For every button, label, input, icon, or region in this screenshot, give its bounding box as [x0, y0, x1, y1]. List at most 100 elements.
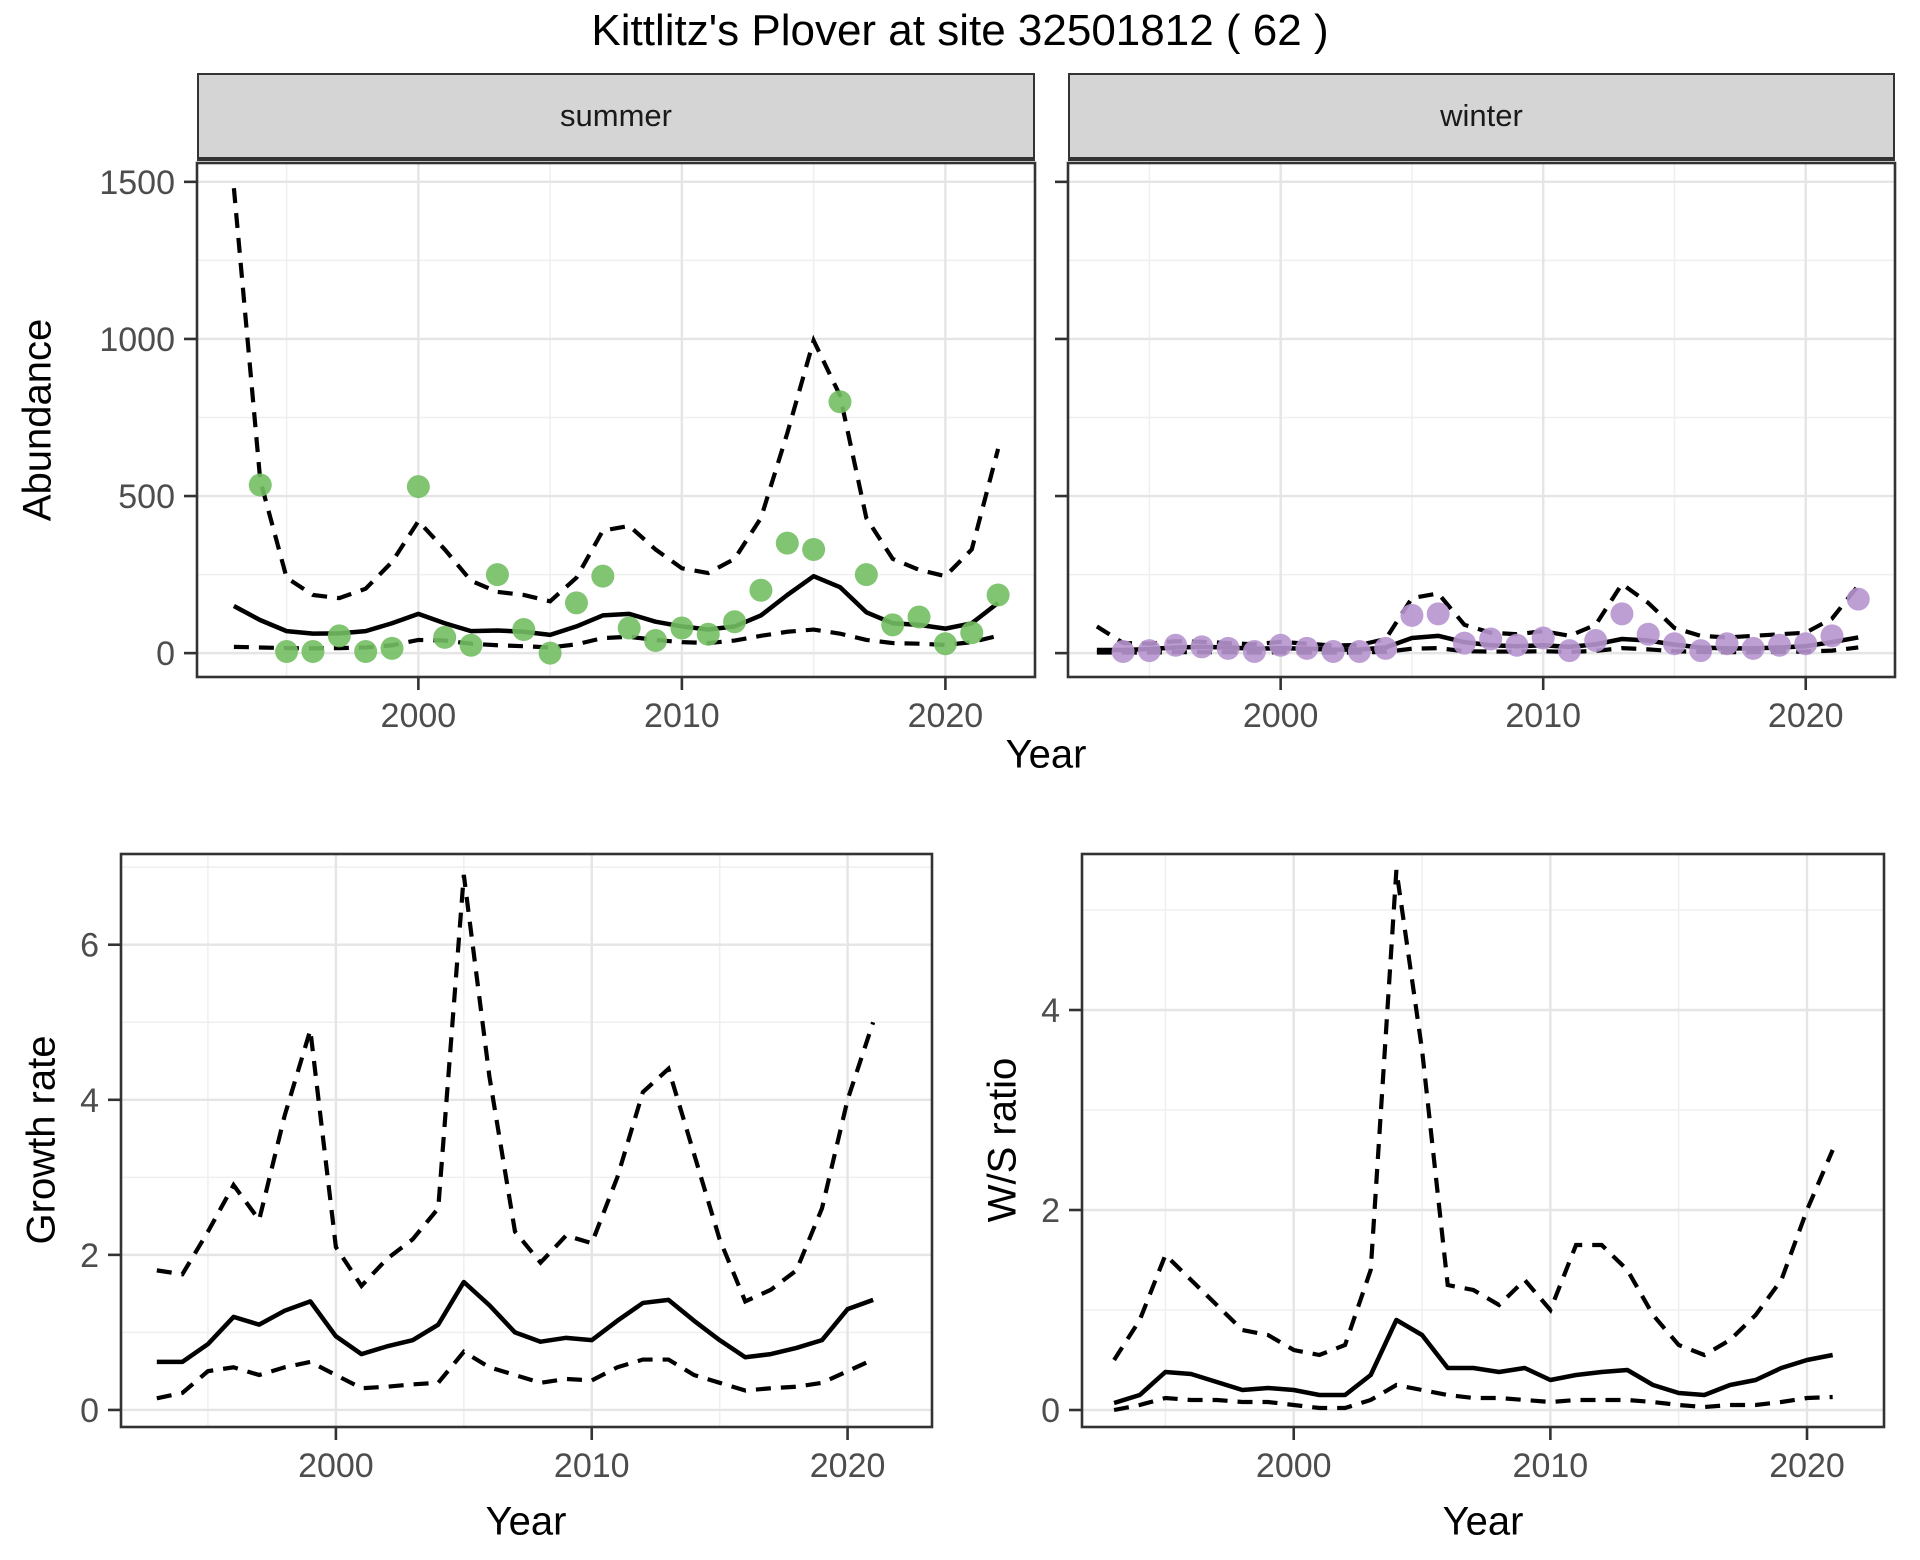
x-tick-label: 2010 [644, 697, 720, 735]
panel-border [1066, 161, 1897, 679]
data-point [1295, 636, 1319, 660]
data-point [512, 618, 536, 642]
ci-upper-line [1112, 869, 1835, 1362]
x-tick-label: 2020 [810, 1447, 886, 1485]
mean-line [156, 1279, 874, 1365]
x-axis-title-year-growth: Year [485, 1499, 567, 1544]
data-point [1242, 640, 1266, 664]
data-point [960, 621, 984, 645]
panel-border [195, 161, 1037, 679]
data-point [538, 641, 562, 665]
y-tick-label: 6 [80, 927, 99, 965]
x-tick-label: 2000 [1256, 1447, 1332, 1485]
data-point [723, 610, 747, 634]
ci-upper-line [156, 874, 876, 1305]
data-point [907, 605, 931, 629]
abundance-winter-panel: 2000 2010 2020 [1055, 161, 1897, 735]
data-point [591, 564, 615, 588]
data-point [433, 625, 457, 649]
data-point [986, 583, 1010, 607]
data-point [881, 613, 905, 637]
data-point [1321, 640, 1345, 664]
y-tick-label: 2 [80, 1237, 99, 1275]
data-point [1216, 636, 1240, 660]
data-point [275, 640, 299, 664]
panel-background [121, 854, 932, 1427]
data-point [1846, 587, 1870, 611]
y-axis-title-growth-rate: Growth rate [19, 1035, 64, 1245]
panel-background [197, 163, 1035, 677]
data-point [380, 636, 404, 660]
data-point [301, 640, 325, 664]
data-point [1767, 633, 1791, 657]
panel-border [119, 852, 934, 1429]
ci-upper-line [231, 187, 1001, 604]
y-axis-title-abundance: Abundance [15, 318, 60, 522]
page-title: Kittlitz's Plover at site 32501812 ( 62 … [591, 6, 1329, 55]
data-point [1584, 629, 1608, 653]
data-point [1636, 622, 1660, 646]
facet-strip-winter: winter [1068, 73, 1895, 161]
data-point [1557, 639, 1581, 663]
data-point [1111, 640, 1135, 664]
data-point [933, 632, 957, 656]
data-point [1505, 633, 1529, 657]
x-tick-label: 2000 [298, 1447, 374, 1485]
ws-ratio-panel: 2000 2010 2020 0 2 4 [1041, 852, 1886, 1485]
grid-lines [121, 854, 932, 1427]
mean-line [232, 573, 1000, 638]
data-point [564, 591, 588, 615]
data-point [1531, 626, 1555, 650]
data-point [802, 537, 826, 561]
panel-background [1068, 163, 1895, 677]
y-tick-label: 4 [80, 1082, 99, 1120]
data-point [1190, 635, 1214, 659]
data-point [1741, 636, 1765, 660]
x-tick-label: 2020 [908, 697, 984, 735]
x-axis-title-year-top: Year [1005, 732, 1087, 777]
facet-strip-summer: summer [197, 73, 1035, 161]
data-point [1347, 640, 1371, 664]
data-point [670, 616, 694, 640]
y-tick-label: 4 [1041, 992, 1060, 1030]
data-point [854, 563, 878, 587]
grid-lines [197, 163, 1035, 677]
data-point [248, 473, 272, 497]
x-tick-label: 2000 [1243, 697, 1319, 735]
data-point [485, 563, 509, 587]
abundance-summer-panel: 2000 2010 2020 0 500 1000 1500 [99, 161, 1037, 735]
data-point [617, 616, 641, 640]
data-point [406, 475, 430, 499]
panel-border [1080, 852, 1886, 1429]
panel-background [1082, 854, 1884, 1427]
axis-ticks: 2000 2010 2020 0 2 4 6 [80, 927, 885, 1485]
mean-line [1113, 1317, 1834, 1406]
data-point [1164, 633, 1188, 657]
data-point [1400, 603, 1424, 627]
x-tick-label: 2010 [1513, 1447, 1589, 1485]
data-point [1426, 602, 1450, 626]
axis-ticks: 2000 2010 2020 0 2 4 [1041, 992, 1845, 1485]
y-tick-label: 2 [1041, 1192, 1060, 1230]
data-point [1269, 633, 1293, 657]
observed-points [248, 390, 1010, 665]
data-point [1137, 639, 1161, 663]
data-point [1689, 639, 1713, 663]
data-point [1794, 632, 1818, 656]
facet-strip-winter-label: winter [1440, 98, 1523, 133]
data-point [1479, 627, 1503, 651]
x-tick-label: 2020 [1768, 697, 1844, 735]
data-point [696, 622, 720, 646]
grid-lines [1082, 854, 1884, 1427]
y-tick-label: 0 [80, 1392, 99, 1430]
y-tick-label: 1500 [99, 164, 175, 202]
data-point [327, 624, 351, 648]
axis-ticks: 2000 2010 2020 [1055, 180, 1844, 735]
y-tick-label: 0 [156, 635, 175, 673]
data-point [828, 390, 852, 414]
data-point [1715, 632, 1739, 656]
y-tick-label: 0 [1041, 1392, 1060, 1430]
observed-points [1111, 587, 1870, 664]
x-tick-label: 2010 [1505, 697, 1581, 735]
